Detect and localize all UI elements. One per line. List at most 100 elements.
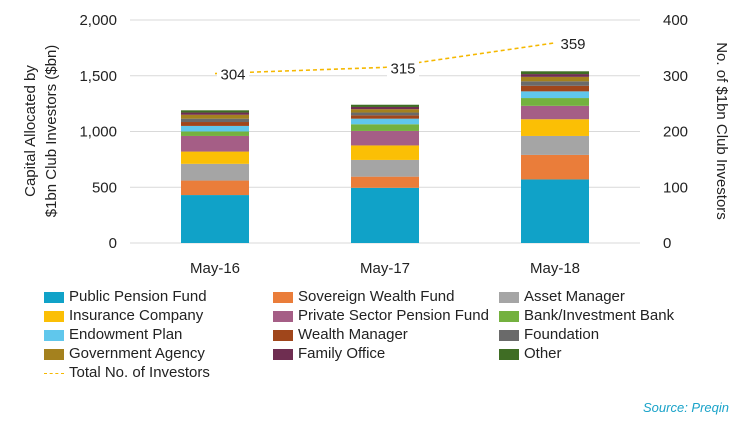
bar-segment [181,180,249,196]
legend-item: Public Pension Fund [44,288,207,306]
bar-segment [351,112,419,116]
bar-segment [351,187,419,243]
legend-label: Family Office [298,345,386,362]
bar-segment [181,118,249,123]
bar-segment [521,71,589,75]
legend-label: Private Sector Pension Fund [298,307,489,324]
y-right-tick-label: 400 [663,12,688,29]
legend-label: Foundation [524,326,600,343]
legend-item: Foundation [499,326,599,344]
bar-segment [351,109,419,113]
bar-segment [521,85,589,92]
legend-swatch [499,348,519,360]
legend-swatch [44,291,64,303]
legend-swatch [44,329,64,341]
line-series-total-investors [214,42,556,75]
bar-segment [351,159,419,177]
x-tick-label: May-18 [530,260,580,277]
bar-segment [351,118,419,125]
line-data-label: 304 [220,67,245,84]
bar-segment [351,145,419,160]
bar-segment [181,110,249,113]
y-right-tick-label: 200 [663,124,688,141]
y-left-axis-title: Capital Allocated by $1bn Club Investors … [22,45,60,218]
legend-label: Wealth Manager [298,326,408,343]
legend-item: Insurance Company [44,307,203,325]
bar-segment [181,125,249,132]
bar-segment [351,176,419,188]
bar-segment [521,98,589,106]
legend-swatch [44,348,64,360]
bar-segment [521,135,589,155]
legend-label: Asset Manager [524,288,625,305]
bar-segment [521,81,589,86]
data-label-bg [557,32,589,53]
bar-segment [351,130,419,146]
source-note: Source: Preqin [643,400,729,415]
bar-segment [181,112,249,115]
bar-segment [181,135,249,152]
data-label-bg [387,57,419,78]
bar-segment [521,105,589,120]
legend-item: Asset Manager [499,288,625,306]
legend-item: Sovereign Wealth Fund [273,288,454,306]
y-right-axis-title: No. of $1bn Club Investors [713,42,730,220]
bar-segment [351,124,419,131]
bar-segment [521,74,589,77]
legend-item: Family Office [273,345,385,363]
legend-swatch [273,291,293,303]
y-left-tick-label: 1,000 [79,124,117,141]
legend-label: Sovereign Wealth Fund [298,288,455,305]
legend-label: Total No. of Investors [69,364,210,381]
legend-label: Government Agency [69,345,205,362]
bar-segment [181,122,249,126]
y-left-tick-label: 2,000 [79,12,117,29]
x-tick-label: May-16 [190,260,240,277]
bar-segment [351,104,419,107]
y-left-tick-label: 1,500 [79,68,117,85]
x-tick-label: May-17 [360,260,410,277]
legend-swatch [499,329,519,341]
legend-item: Other [499,345,562,363]
legend-label: Other [524,345,562,362]
bar-segment [181,195,249,243]
legend-label: Insurance Company [69,307,204,324]
bar-segment [521,91,589,99]
legend-item: Government Agency [44,345,205,363]
y-left-tick-label: 0 [109,235,117,252]
bar-segment [351,115,419,119]
y-left-tick-label: 500 [92,179,117,196]
bar-segment [181,151,249,164]
legend-item: Endowment Plan [44,326,182,344]
line-data-label: 315 [390,60,415,77]
y-right-tick-label: 0 [663,235,671,252]
legend-swatch [273,310,293,322]
legend-swatch [44,310,64,322]
chart-svg: 0 500 1,000 1,500 2,000 0 100 200 300 400 Capital … [22,12,730,277]
bar-segment [521,76,589,82]
bar-segment [521,179,589,243]
bar-segment [181,163,249,181]
line-data-label: 359 [560,36,585,53]
legend-swatch [499,291,519,303]
data-label-bg [217,63,249,84]
legend-item: Wealth Manager [273,326,408,344]
legend-swatch [499,310,519,322]
bar-segment [521,154,589,180]
legend-item: Private Sector Pension Fund [273,307,489,325]
bar-segment [521,119,589,136]
legend-swatch [273,348,293,360]
legend-swatch [44,372,64,374]
legend-item: Bank/Investment Bank [499,307,674,325]
legend-label: Endowment Plan [69,326,183,343]
bar-segment [181,131,249,136]
legend-label: Bank/Investment Bank [524,307,675,324]
legend-swatch [273,329,293,341]
y-right-tick-label: 300 [663,68,688,85]
legend-label: Public Pension Fund [69,288,207,305]
bar-segment [351,106,419,110]
bar-segment [181,114,249,119]
legend-item: Total No. of Investors [44,364,210,382]
y-right-tick-label: 100 [663,179,688,196]
